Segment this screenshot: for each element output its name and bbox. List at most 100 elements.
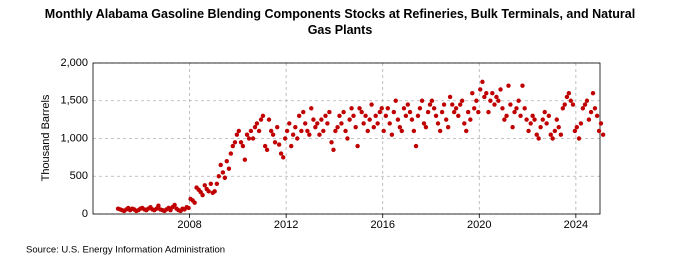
point xyxy=(323,113,328,119)
point xyxy=(492,102,497,107)
x-tick-label: 2024 xyxy=(564,219,588,231)
point xyxy=(498,87,503,92)
point xyxy=(522,106,527,111)
point xyxy=(343,128,348,134)
plot-frame xyxy=(92,62,601,215)
point xyxy=(502,117,507,122)
point xyxy=(333,128,338,134)
point xyxy=(278,151,284,156)
point xyxy=(496,98,501,103)
point xyxy=(470,91,475,96)
point xyxy=(200,192,205,198)
x-tick-label: 2020 xyxy=(467,219,491,231)
point xyxy=(281,155,286,160)
point xyxy=(266,117,272,122)
point xyxy=(385,106,390,111)
point xyxy=(287,121,292,126)
point xyxy=(250,136,256,141)
point xyxy=(230,143,235,149)
point xyxy=(264,147,270,153)
point xyxy=(562,102,567,107)
y-tick-label: 2,000 xyxy=(60,57,88,69)
point xyxy=(186,205,191,211)
point xyxy=(425,109,431,115)
source-note: Source: U.S. Energy Information Administ… xyxy=(26,245,225,256)
point xyxy=(451,109,457,115)
point xyxy=(397,124,403,130)
point xyxy=(435,121,441,126)
point xyxy=(415,113,421,119)
point xyxy=(482,94,487,100)
point xyxy=(403,113,409,119)
point xyxy=(417,106,423,111)
point xyxy=(574,124,580,130)
point xyxy=(494,94,499,100)
point xyxy=(218,162,223,168)
point xyxy=(439,109,445,115)
y-axis-label: Thousand Barrels xyxy=(40,94,52,181)
point xyxy=(441,102,447,107)
point xyxy=(315,121,320,126)
point xyxy=(307,132,312,137)
point xyxy=(550,136,555,141)
point xyxy=(214,181,220,186)
point xyxy=(423,124,429,130)
point xyxy=(156,203,161,208)
point xyxy=(373,113,378,119)
point xyxy=(554,117,559,122)
point xyxy=(568,98,573,103)
point xyxy=(458,102,463,107)
point xyxy=(381,128,386,134)
point xyxy=(488,98,493,103)
point xyxy=(578,121,584,126)
point xyxy=(560,106,566,111)
point xyxy=(476,109,481,115)
point xyxy=(254,121,260,126)
point xyxy=(447,94,453,100)
point xyxy=(524,117,529,122)
point xyxy=(216,174,221,179)
point xyxy=(484,91,489,96)
point xyxy=(465,109,471,115)
point xyxy=(516,98,521,103)
point xyxy=(244,132,250,137)
point xyxy=(500,106,505,111)
point xyxy=(474,98,479,103)
point xyxy=(355,143,360,149)
point xyxy=(359,109,364,115)
point xyxy=(228,151,234,156)
point xyxy=(586,117,592,122)
point xyxy=(520,83,525,88)
point xyxy=(289,143,294,149)
point xyxy=(389,132,395,137)
point xyxy=(548,132,553,137)
point xyxy=(387,121,392,126)
point xyxy=(566,91,572,96)
point xyxy=(538,124,543,130)
point xyxy=(275,124,280,130)
point xyxy=(248,128,254,134)
point xyxy=(594,113,600,119)
point xyxy=(393,98,398,103)
point xyxy=(256,128,262,134)
point xyxy=(347,117,352,122)
point xyxy=(552,128,558,134)
point xyxy=(444,117,449,122)
point xyxy=(296,113,302,119)
point xyxy=(303,121,308,126)
point xyxy=(375,121,380,126)
point xyxy=(526,128,531,134)
point xyxy=(478,87,483,92)
point xyxy=(379,106,384,111)
point xyxy=(222,175,228,180)
point xyxy=(327,109,332,115)
point xyxy=(419,98,425,103)
point xyxy=(407,109,413,115)
point xyxy=(433,113,439,119)
y-tick-label: 1,500 xyxy=(60,95,88,107)
point xyxy=(353,124,358,130)
point xyxy=(331,147,336,153)
point xyxy=(584,98,590,103)
